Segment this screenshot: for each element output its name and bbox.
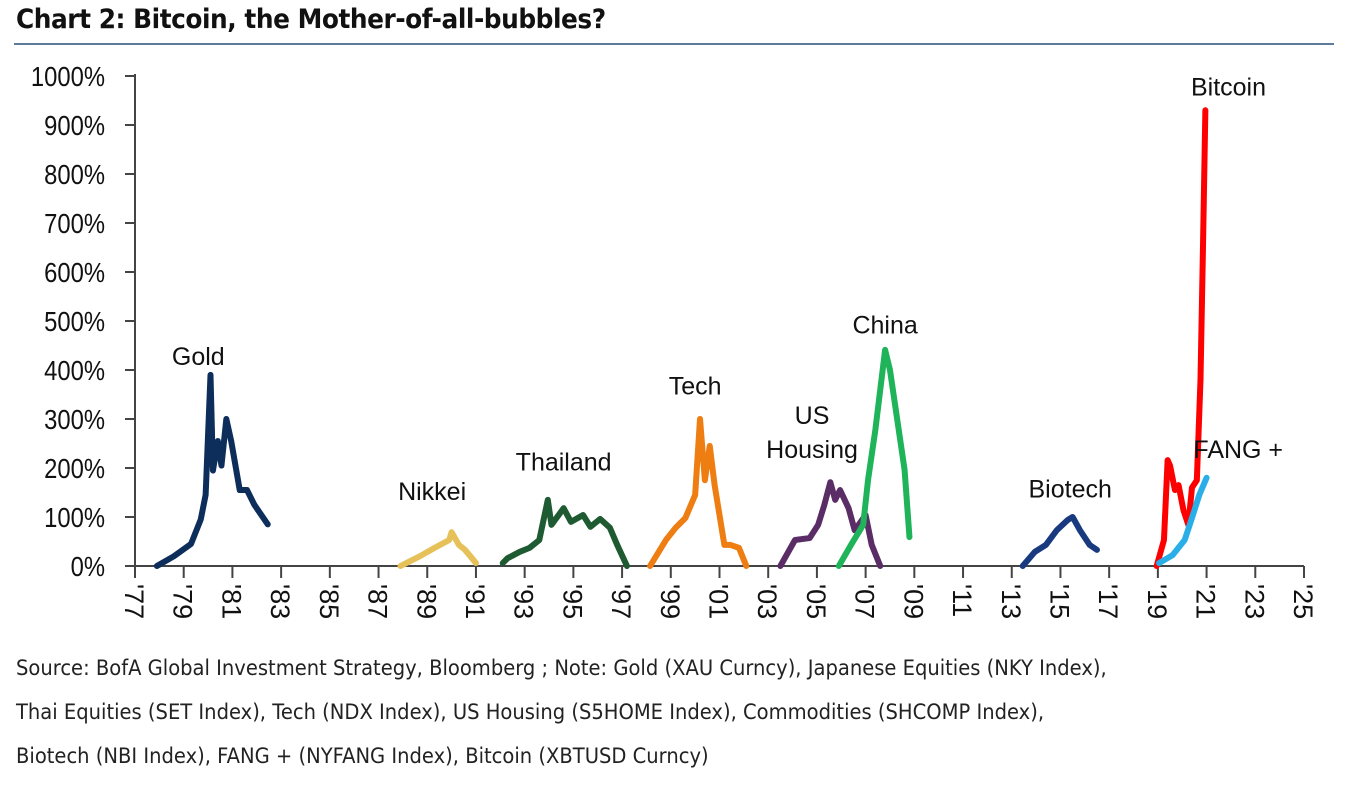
x-tick-label: '89 [411, 584, 441, 619]
y-tick-label: 100% [44, 501, 105, 533]
y-tick-label: 500% [44, 305, 105, 337]
x-tick-label: '13 [996, 584, 1026, 619]
y-tick-label: 900% [44, 109, 105, 141]
series-label-biotech: Biotech [1029, 475, 1112, 503]
line-chart: 0% 100% 200% 300% 400% 500% 600% 700% 800% 900% 10… [31, 60, 1318, 619]
series-label-us-housing: Housing [766, 436, 858, 464]
y-tick-label: 300% [44, 403, 105, 435]
x-tick-label: '85 [314, 584, 344, 619]
x-tick-label: '21 [1191, 584, 1221, 619]
series-line-gold [153, 371, 271, 569]
y-tick-label: 400% [44, 354, 105, 386]
x-tick-label: '25 [1288, 584, 1318, 619]
source-note-line-2: Thai Equities (SET Index), Tech (NDX Ind… [16, 700, 1045, 724]
x-tick-label: '01 [704, 584, 734, 619]
series-line-bitcoin [1153, 107, 1209, 569]
title-divider [14, 43, 1334, 45]
source-note-line-3: Biotech (NBI Index), FANG + (NYFANG Inde… [16, 744, 709, 768]
y-tick-label: 0% [71, 550, 105, 582]
x-tick-label: '17 [1093, 584, 1123, 619]
series-label-china: China [852, 311, 917, 339]
y-tick-label: 200% [44, 452, 105, 484]
chart-title: Chart 2: Bitcoin, the Mother-of-all-bubb… [16, 4, 606, 35]
series-line-tech [647, 416, 750, 569]
series-line-fang [1156, 474, 1210, 567]
x-tick-label: '81 [216, 584, 246, 619]
x-tick-label: '91 [460, 584, 490, 619]
x-tick-label: '87 [363, 584, 393, 619]
x-tick-label: '07 [850, 584, 880, 619]
source-note-line-1: Source: BofA Global Investment Strategy,… [16, 656, 1107, 680]
x-tick-label: '05 [801, 584, 831, 619]
x-tick-label: '77 [119, 584, 149, 619]
y-tick-label: 600% [44, 256, 105, 288]
y-tick-label: 1000% [31, 60, 105, 92]
x-tick-label: '19 [1142, 584, 1172, 619]
series-line-biotech [1019, 514, 1100, 569]
x-tick-label: '79 [168, 584, 198, 619]
x-tick-label: '93 [509, 584, 539, 619]
y-tick-label: 700% [44, 207, 105, 239]
x-tick-label: '03 [752, 584, 782, 619]
x-tick-label: '11 [947, 584, 977, 617]
x-tick-label: '23 [1239, 584, 1269, 619]
series-label-bitcoin: Bitcoin [1191, 74, 1266, 102]
y-tick-label: 800% [44, 158, 105, 190]
x-tick-label: '83 [265, 584, 295, 619]
series-line-china [835, 346, 913, 569]
x-tick-label: '99 [655, 584, 685, 619]
series-label-thailand: Thailand [516, 448, 612, 476]
series-label-nikkei: Nikkei [398, 478, 466, 506]
x-tick-label: '95 [557, 584, 587, 619]
series-line-thailand [499, 496, 630, 569]
series-label-gold: Gold [172, 343, 225, 371]
series-label-us-housing: US [795, 402, 830, 430]
x-tick-label: '97 [606, 584, 636, 619]
series-label-fang: FANG + [1193, 436, 1283, 464]
series-line-nikkei [397, 529, 479, 569]
series-label-tech: Tech [669, 373, 722, 401]
x-tick-label: '15 [1044, 584, 1074, 619]
x-tick-label: '09 [898, 584, 928, 619]
